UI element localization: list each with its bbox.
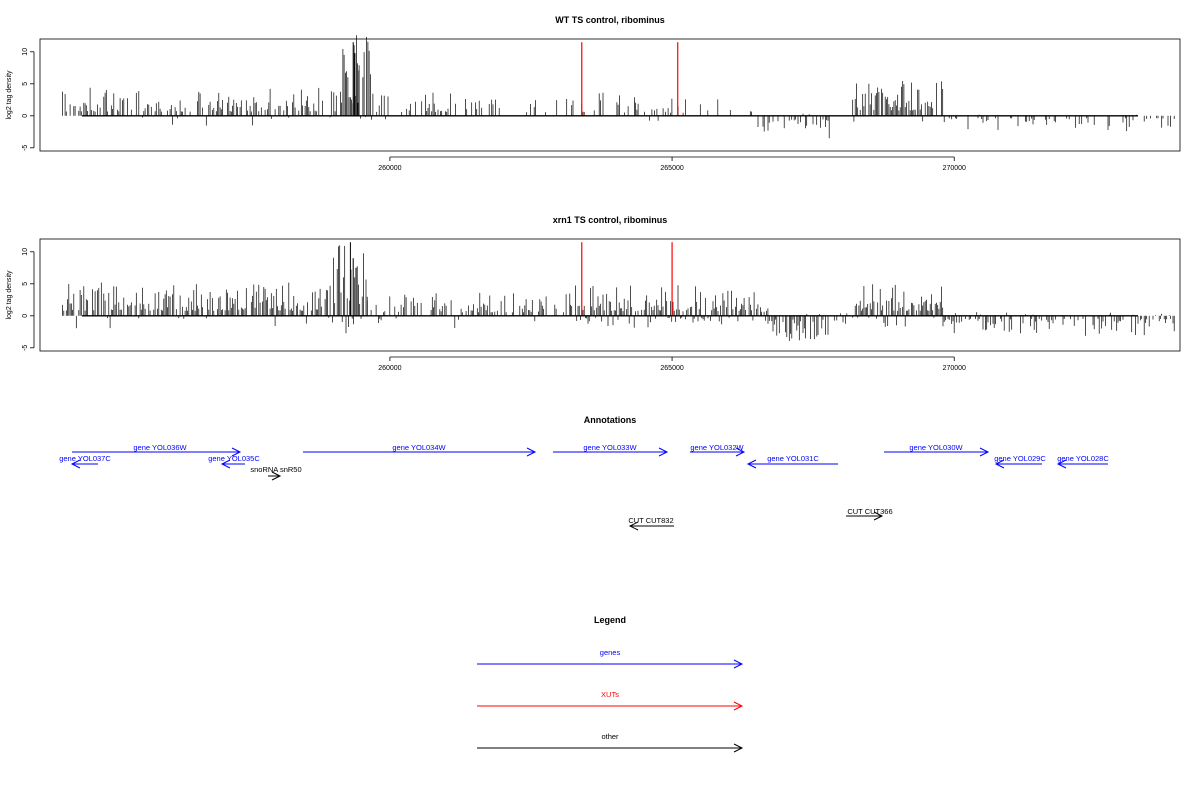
wt-track-y-axis: -5 0 5 10 (22, 48, 35, 151)
feature-arrow (884, 447, 990, 457)
feature-arrow (690, 447, 746, 457)
legend-item-label: genes (600, 648, 621, 657)
xrn1-track-plot-frame (39, 238, 1181, 352)
annotations-title: Annotations (584, 415, 637, 425)
y-tick-label: 10 (22, 248, 29, 256)
y-tick-label: 5 (22, 82, 29, 86)
x-tick-label: 265000 (660, 165, 683, 172)
xrn1-track-ylabel: log2 tag density (6, 270, 13, 320)
feature-arrow (746, 459, 838, 469)
wt-track-bars (62, 35, 1175, 139)
x-tick-label: 260000 (378, 365, 401, 372)
y-tick-label: 5 (22, 282, 29, 286)
feature-label: gene YOL029C (994, 454, 1046, 463)
xrn1-track-x-axis: 260000 265000 270000 (378, 356, 966, 372)
feature-label: gene YOL028C (1057, 454, 1109, 463)
x-tick-label: 260000 (378, 165, 401, 172)
wt-track-ylabel: log2 tag density (6, 70, 13, 120)
feature-arrow (628, 521, 674, 531)
xrn1-track-xut-lines (581, 242, 673, 316)
legend-item-arrow (477, 701, 744, 711)
legend-item-arrow (477, 743, 744, 753)
feature-arrow (268, 471, 282, 481)
feature-label: gene YOL035C (208, 454, 260, 463)
xrn1-track-y-axis: -5 0 5 10 (22, 248, 35, 351)
feature-arrow (553, 447, 669, 457)
x-tick-label: 270000 (943, 165, 966, 172)
y-tick-label: -5 (22, 145, 29, 151)
feature-arrow (994, 459, 1042, 469)
feature-arrow (303, 447, 537, 457)
feature-arrow (72, 447, 242, 457)
feature-label: gene YOL033W (583, 443, 637, 452)
xrn1-track-title: xrn1 TS control, ribominus (553, 215, 668, 225)
y-tick-label: -5 (22, 345, 29, 351)
legend-item-label: XUTs (601, 690, 619, 699)
feature-label: CUT CUT832 (628, 516, 673, 525)
feature-label: gene YOL031C (767, 454, 819, 463)
feature-label: gene YOL036W (133, 443, 187, 452)
feature-label: CUT CUT366 (847, 507, 892, 516)
feature-label: gene YOL034W (392, 443, 446, 452)
wt-track-plot-frame (39, 38, 1181, 152)
feature-label: snoRNA snR50 (250, 465, 301, 474)
wt-track-title: WT TS control, ribominus (555, 15, 665, 25)
y-tick-label: 0 (22, 114, 29, 118)
x-tick-label: 270000 (943, 365, 966, 372)
legend-item-label: other (601, 732, 619, 741)
y-tick-label: 0 (22, 314, 29, 318)
feature-label: gene YOL032W (690, 443, 744, 452)
wt-track-x-axis: 260000 265000 270000 (378, 156, 966, 172)
legend-title: Legend (594, 615, 626, 625)
wt-track-panel: WT TS control, ribominus log2 tag densit… (6, 15, 1181, 172)
feature-arrow (220, 459, 245, 469)
feature-arrow (70, 459, 98, 469)
wt-track-xut-lines (581, 42, 679, 116)
annotation-features: gene YOL037C gene YOL036W gene YOL035C snoR… (59, 443, 1109, 531)
feature-arrow (1056, 459, 1108, 469)
xrn1-track-panel: xrn1 TS control, ribominus log2 tag dens… (6, 215, 1181, 372)
xrn1-track-bars (62, 242, 1175, 341)
feature-arrow (846, 511, 884, 521)
legend-item-arrow (477, 659, 744, 669)
feature-label: gene YOL037C (59, 454, 111, 463)
x-tick-label: 265000 (660, 365, 683, 372)
y-tick-label: 10 (22, 48, 29, 56)
feature-label: gene YOL030W (909, 443, 963, 452)
legend-items: genes XUTs other (477, 648, 744, 753)
